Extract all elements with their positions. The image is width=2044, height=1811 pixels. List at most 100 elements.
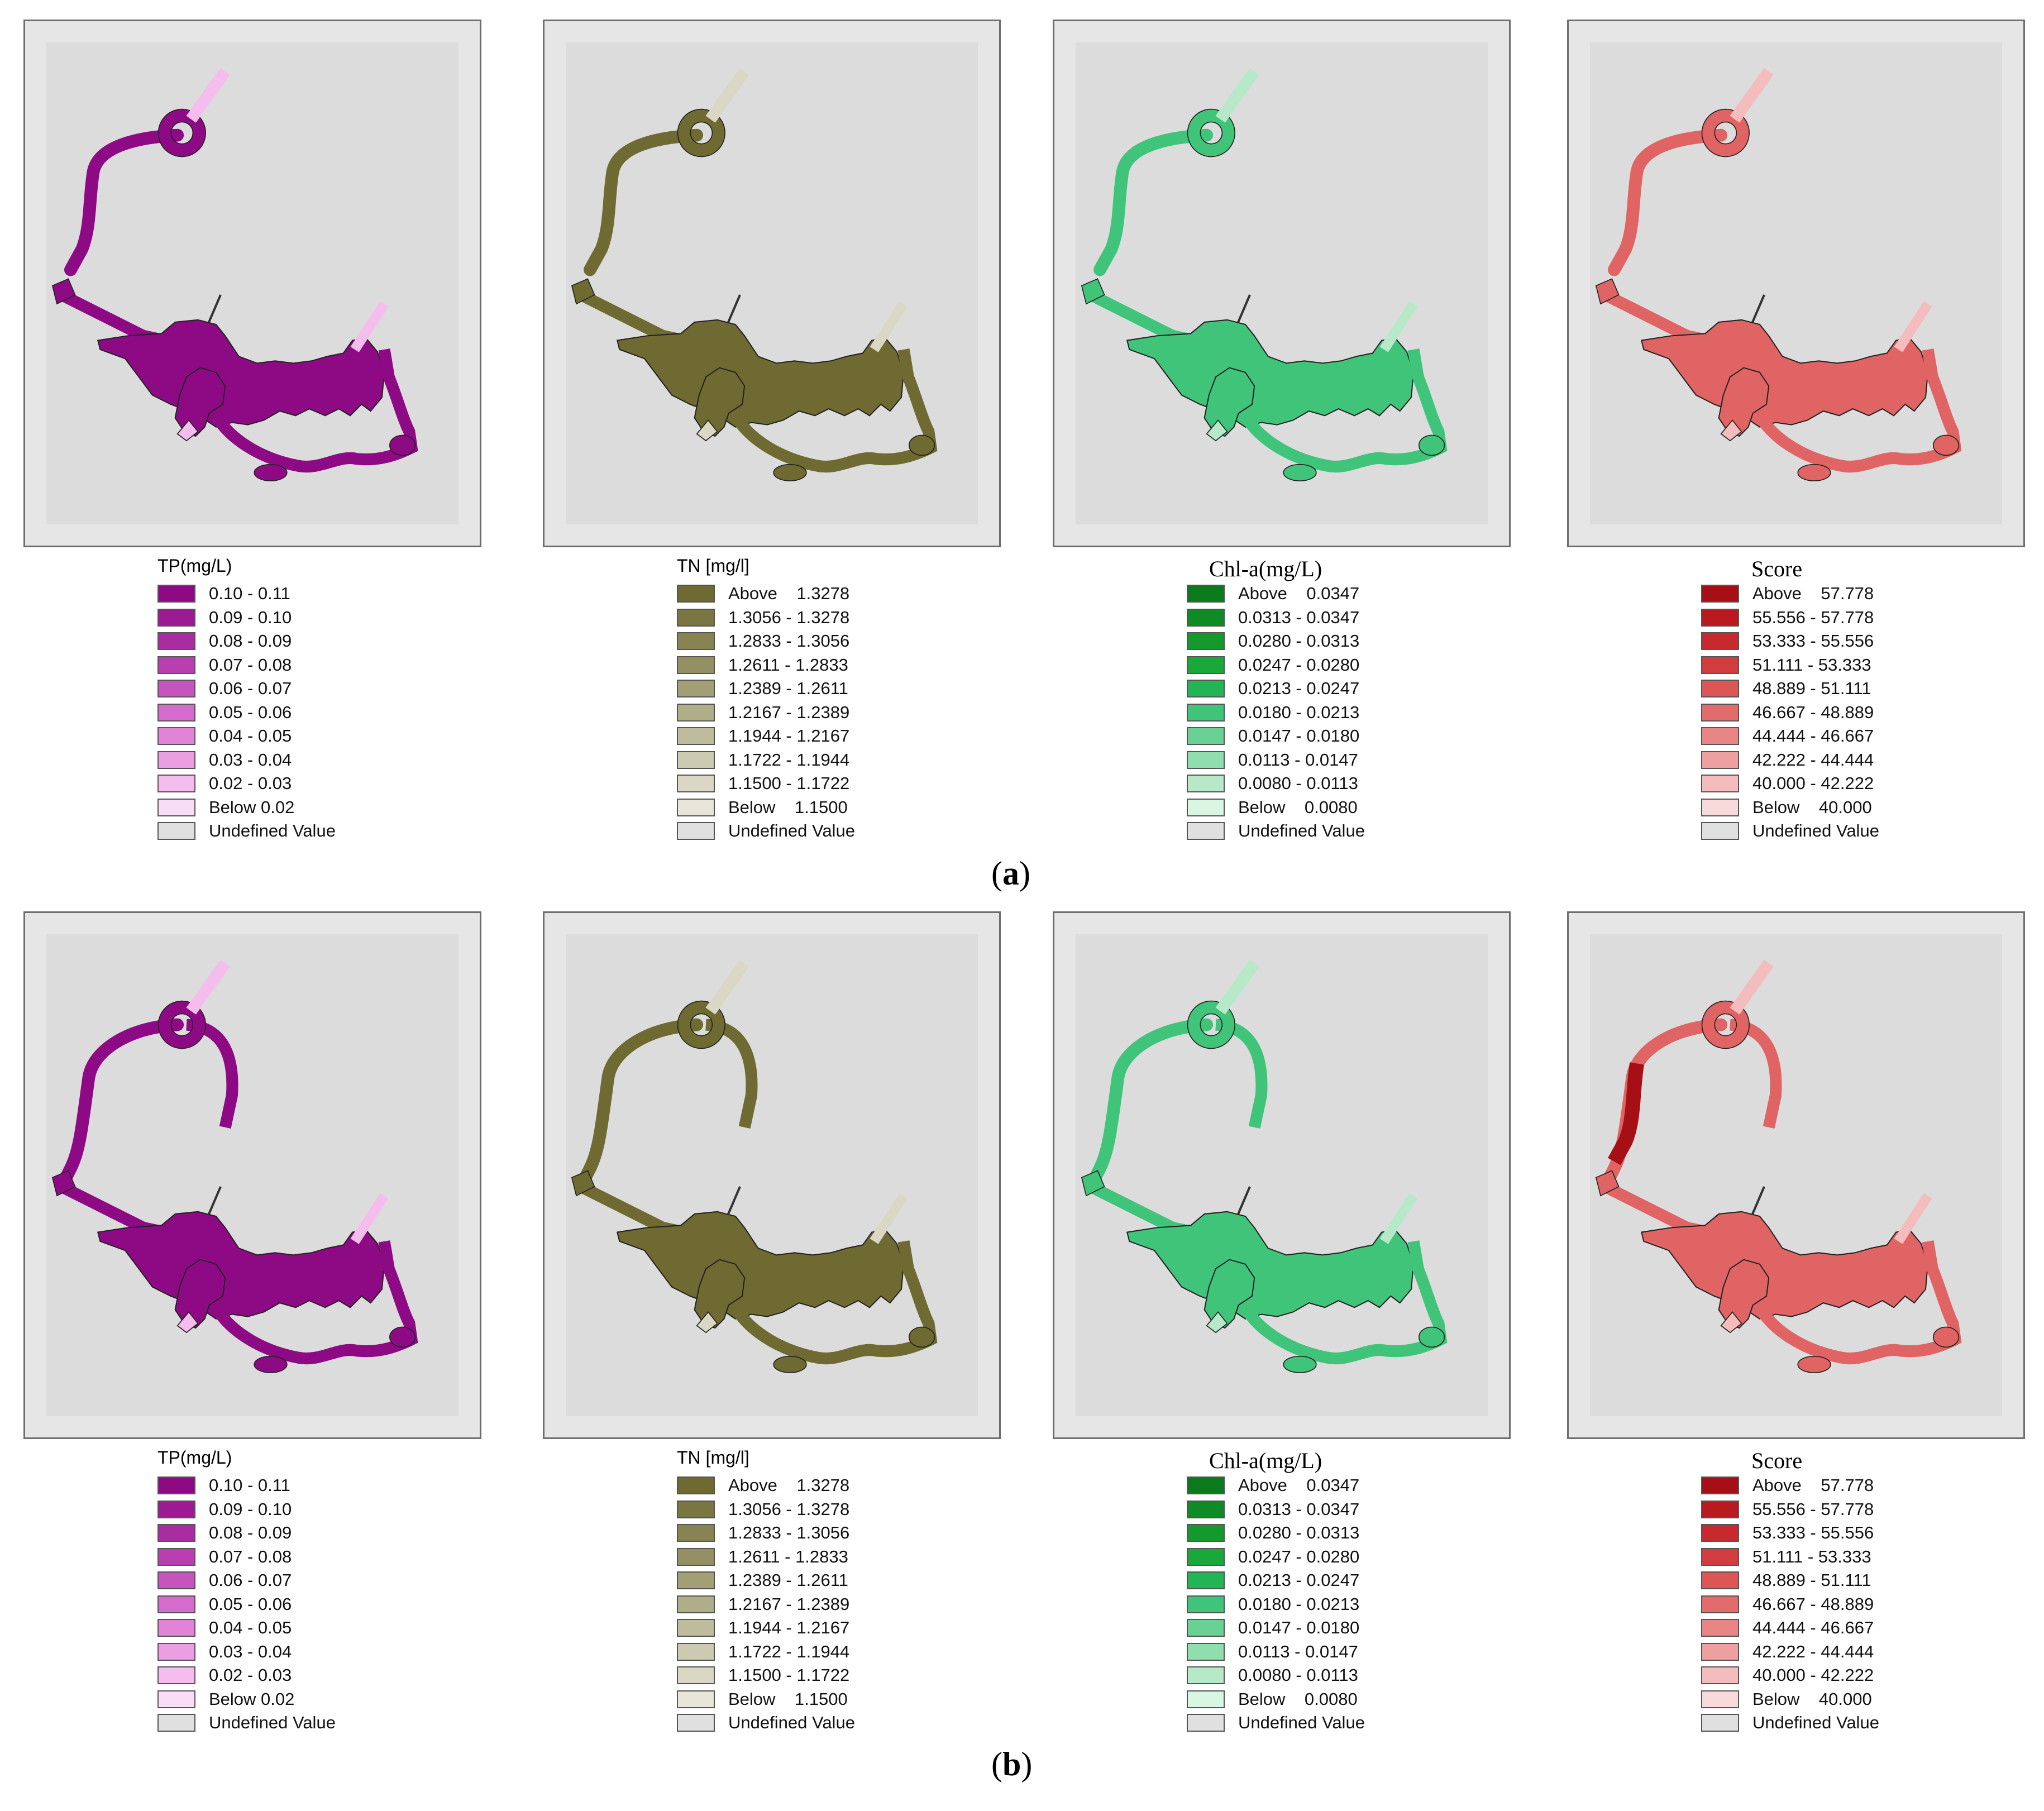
legend-item: 1.1500 - 1.1722 bbox=[677, 1665, 1012, 1688]
legend-label: Below 0.02 bbox=[209, 1689, 295, 1709]
legend-title: Score bbox=[1751, 1448, 1803, 1473]
legend-label: 0.04 - 0.05 bbox=[209, 726, 292, 746]
legend-title: TP(mg/L) bbox=[157, 556, 232, 576]
legend-swatch bbox=[1701, 656, 1739, 674]
legend-label: 0.0213 - 0.0247 bbox=[1238, 678, 1360, 698]
legend-item: 0.08 - 0.09 bbox=[157, 631, 493, 653]
legend-item: 1.1500 - 1.1722 bbox=[677, 773, 1012, 796]
legend-swatch bbox=[157, 608, 195, 627]
legend-label: Undefined Value bbox=[209, 821, 336, 840]
legend-swatch bbox=[1701, 798, 1739, 816]
map-tn-b bbox=[543, 911, 1001, 1439]
legend-swatch bbox=[1187, 585, 1225, 603]
legend-swatch bbox=[1187, 1714, 1225, 1732]
legend-swatch bbox=[1701, 585, 1739, 603]
legend-item: 0.0280 - 0.0313 bbox=[1187, 1523, 1522, 1545]
legend-label: 1.1944 - 1.2167 bbox=[728, 726, 850, 746]
legend-label: Below 0.0080 bbox=[1238, 1689, 1358, 1709]
legend-swatch bbox=[1701, 1666, 1739, 1684]
legend-item: 0.0280 - 0.0313 bbox=[1187, 631, 1522, 653]
legend-swatch bbox=[157, 703, 195, 721]
legend-item: 1.2611 - 1.2833 bbox=[677, 1547, 1012, 1569]
legend-label: 44.444 - 46.667 bbox=[1752, 726, 1874, 746]
legend-title: TN [mg/l] bbox=[677, 556, 749, 576]
legend-title: Score bbox=[1751, 556, 1803, 581]
legend-swatch bbox=[157, 680, 195, 697]
legend-swatch bbox=[1187, 1595, 1225, 1613]
legend-label: 53.333 - 55.556 bbox=[1752, 631, 1874, 651]
map-score-a bbox=[1567, 20, 2025, 547]
legend-label: 46.667 - 48.889 bbox=[1752, 1594, 1874, 1614]
map-tp-a bbox=[23, 20, 481, 547]
legend-swatch bbox=[677, 632, 715, 650]
legend-label: 1.1500 - 1.1722 bbox=[728, 1665, 850, 1685]
legend-item: 48.889 - 51.111 bbox=[1701, 678, 2036, 701]
legend-item: 0.02 - 0.03 bbox=[157, 1665, 493, 1688]
legend-item: 0.03 - 0.04 bbox=[157, 1642, 493, 1664]
legend-item: Below 0.0080 bbox=[1187, 1689, 1522, 1712]
legend-swatch bbox=[157, 656, 195, 674]
legend-swatch bbox=[1701, 1595, 1739, 1613]
legend-label: 0.05 - 0.06 bbox=[209, 702, 292, 722]
legend-item: 0.05 - 0.06 bbox=[157, 1594, 493, 1617]
legend-swatch bbox=[677, 798, 715, 816]
legend-label: Above 1.3278 bbox=[728, 1475, 850, 1495]
legend-swatch bbox=[677, 1500, 715, 1518]
legend-label: 46.667 - 48.889 bbox=[1752, 702, 1874, 722]
legend-swatch bbox=[677, 1476, 715, 1494]
legend-label: 42.222 - 44.444 bbox=[1752, 749, 1874, 770]
legend-label: 48.889 - 51.111 bbox=[1752, 678, 1871, 698]
legend-swatch bbox=[1187, 1500, 1225, 1518]
legend-item: 1.2167 - 1.2389 bbox=[677, 1594, 1012, 1617]
legend-label: 0.10 - 0.11 bbox=[209, 1475, 290, 1495]
legend-item: Below 40.000 bbox=[1701, 1689, 2036, 1712]
legend-item: 0.0213 - 0.0247 bbox=[1187, 1570, 1522, 1593]
legend-swatch bbox=[1187, 1666, 1225, 1684]
legend-label: Undefined Value bbox=[1238, 1713, 1365, 1732]
legend-swatch bbox=[157, 1476, 195, 1494]
map-chla-b bbox=[1053, 911, 1511, 1439]
legend-swatch bbox=[1701, 608, 1739, 627]
legend-swatch bbox=[1701, 1547, 1739, 1566]
legend-item: 0.0080 - 0.0113 bbox=[1187, 1665, 1522, 1688]
legend-label: 0.0147 - 0.0180 bbox=[1238, 1618, 1360, 1637]
legend-label: 0.03 - 0.04 bbox=[209, 1641, 292, 1661]
legend-swatch bbox=[157, 1571, 195, 1589]
legend-item: 1.2833 - 1.3056 bbox=[677, 1523, 1012, 1545]
legend-label: Above 0.0347 bbox=[1238, 584, 1360, 603]
legend-swatch bbox=[1187, 1524, 1225, 1542]
legend-item: 1.2167 - 1.2389 bbox=[677, 703, 1012, 725]
legend-label: 42.222 - 44.444 bbox=[1752, 1641, 1874, 1661]
legend-item: Above 0.0347 bbox=[1187, 1475, 1522, 1498]
legend-swatch bbox=[157, 751, 195, 769]
legend-swatch bbox=[1701, 1714, 1739, 1732]
legend-item: 1.1944 - 1.2167 bbox=[677, 726, 1012, 748]
legend-swatch bbox=[1187, 632, 1225, 650]
legend-label: Undefined Value bbox=[209, 1713, 336, 1732]
legend-swatch bbox=[1701, 1690, 1739, 1708]
legend-item: 0.0313 - 0.0347 bbox=[1187, 608, 1522, 630]
legend-label: 0.0247 - 0.0280 bbox=[1238, 654, 1360, 675]
legend-label: Below 40.000 bbox=[1752, 797, 1872, 817]
legend-item: 0.07 - 0.08 bbox=[157, 1547, 493, 1569]
legend-swatch bbox=[677, 775, 715, 792]
legend-item: 0.06 - 0.07 bbox=[157, 678, 493, 701]
legend-swatch bbox=[677, 1547, 715, 1566]
map-chla-a bbox=[1053, 20, 1511, 547]
legend-label: Undefined Value bbox=[1238, 821, 1365, 840]
legend-swatch bbox=[677, 656, 715, 674]
legend-item: 1.2611 - 1.2833 bbox=[677, 655, 1012, 677]
legend-item: 44.444 - 46.667 bbox=[1701, 726, 2036, 748]
legend-label: 0.0180 - 0.0213 bbox=[1238, 702, 1360, 722]
legend-label: 53.333 - 55.556 bbox=[1752, 1523, 1874, 1542]
lake-shape bbox=[571, 959, 938, 1373]
legend-title: TN [mg/l] bbox=[677, 1447, 749, 1468]
legend-label: Below 0.0080 bbox=[1238, 797, 1358, 817]
legend-title: Chl-a(mg/L) bbox=[1209, 556, 1322, 581]
legend-label: Above 57.778 bbox=[1752, 584, 1874, 603]
lake-shape bbox=[1081, 959, 1448, 1373]
legend-item: Undefined Value bbox=[677, 821, 1012, 843]
legend-label: 0.0147 - 0.0180 bbox=[1238, 726, 1360, 746]
legend-swatch bbox=[1187, 608, 1225, 627]
legend-item: 1.1944 - 1.2167 bbox=[677, 1618, 1012, 1640]
